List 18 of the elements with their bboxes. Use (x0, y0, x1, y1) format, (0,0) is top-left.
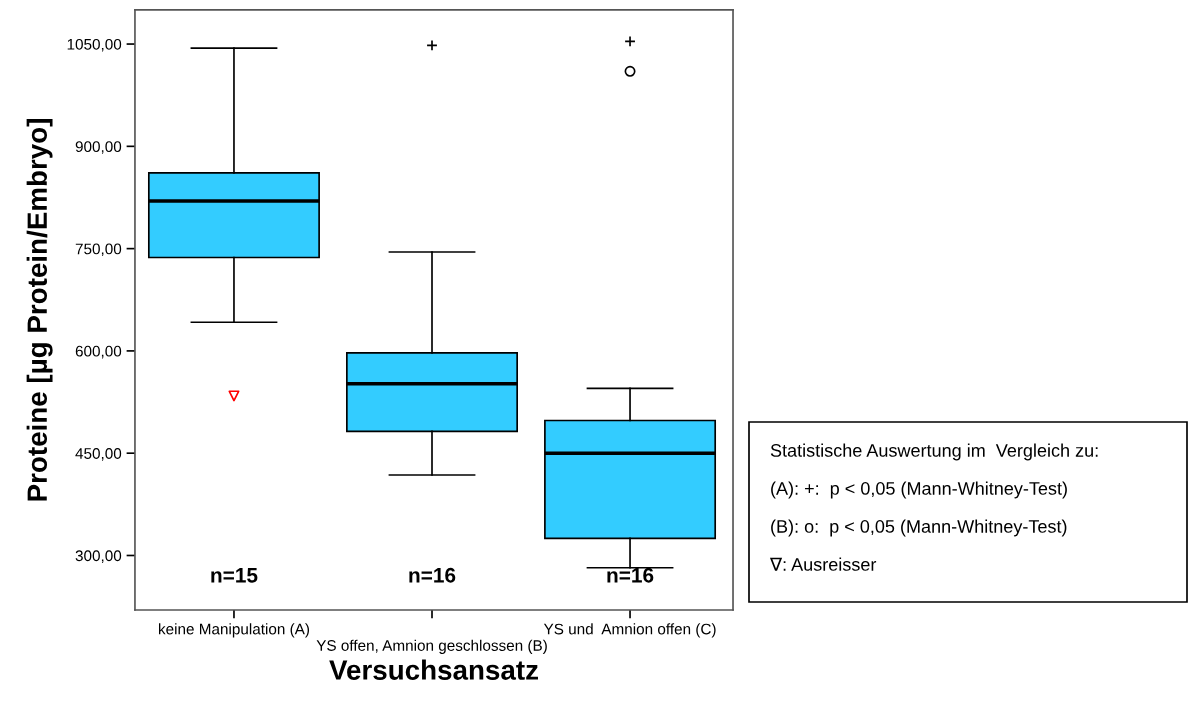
annotation: n=16 (607, 567, 654, 583)
annotation: n=15 (211, 568, 258, 583)
y-tick-label: 750,00 (75, 243, 122, 257)
text: (B): o: p < 0,05 (Mann-Whitney-Test) (771, 519, 1067, 537)
text: Statistische Auswertung im Vergleich zu: (770, 443, 1098, 461)
x-tick-label: YS und Amnion offen (C) (543, 623, 716, 638)
y-tick-label: 1050,00 (67, 38, 122, 52)
y-axis-title: Proteine [µg Protein/Embryo] (26, 119, 53, 501)
text: ∇: Ausreisser (769, 557, 877, 571)
y-tick-label: 450,00 (75, 448, 122, 461)
x-tick-label: keine Manipulation (A) (159, 623, 310, 638)
y-tick-label: 900,00 (75, 141, 122, 154)
y-tick-label: 600,00 (75, 345, 122, 359)
x-tick-label: YS offen, Amnion geschlossen (B) (316, 639, 547, 654)
x-axis-title: Versuchsansatz (329, 659, 538, 680)
text: (A): +: p < 0,05 (Mann-Whitney-Test) (771, 481, 1067, 499)
y-tick-label: 300,00 (75, 550, 122, 563)
annotation: n=16 (409, 567, 456, 583)
